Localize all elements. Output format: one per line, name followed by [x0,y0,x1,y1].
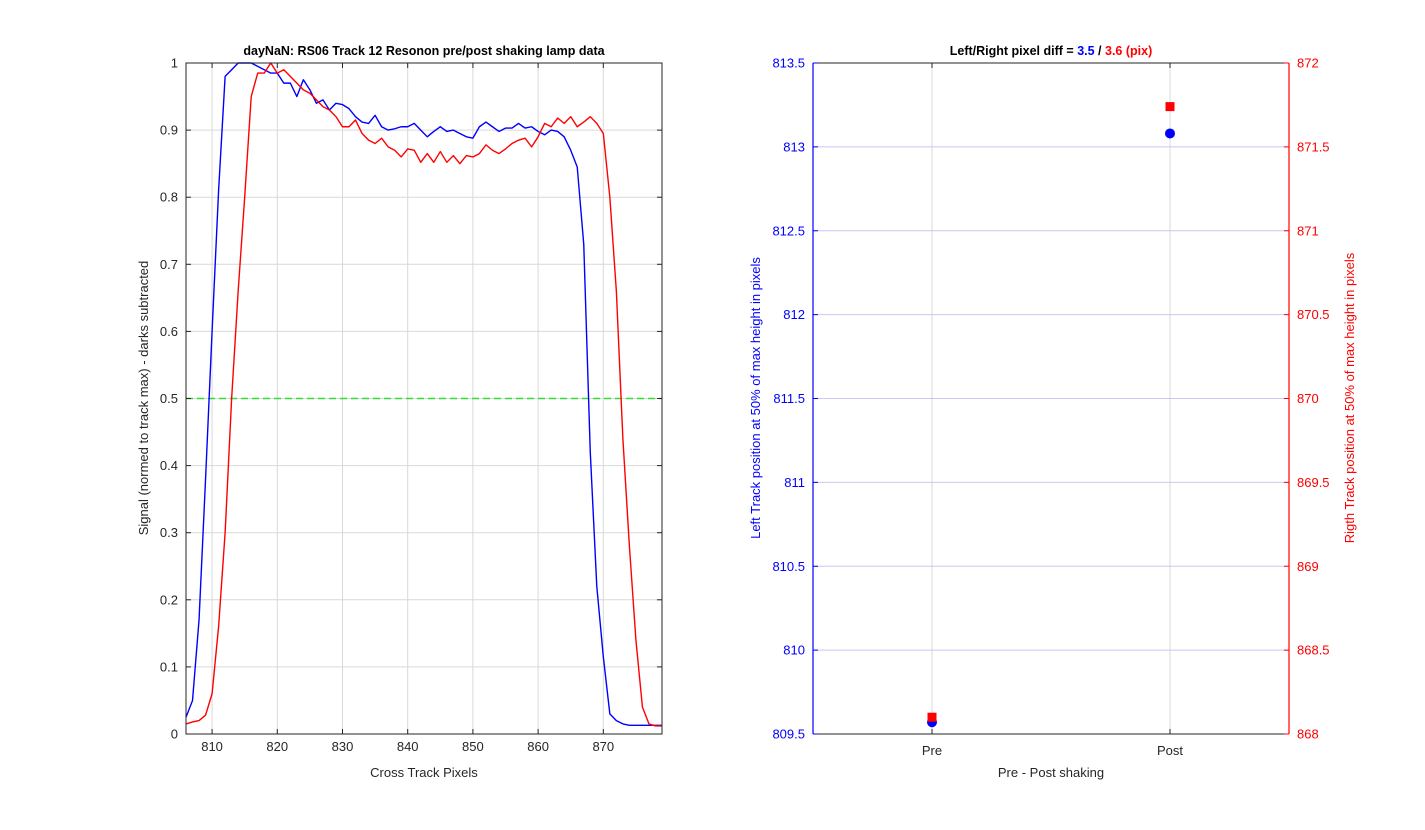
right-left-y-tick-label: 813 [783,139,805,154]
left-chart-title: dayNaN: RS06 Track 12 Resonon pre/post s… [243,44,605,58]
right-right-y-tick-label: 871 [1297,223,1319,238]
right-left-y-tick-label: 812 [783,307,805,322]
right-left-y-tick-label: 811.5 [773,391,805,406]
left-x-tick-label: 820 [266,739,288,754]
right-left-y-tick-label: 809.5 [772,727,805,742]
left-series-red-line [185,62,662,727]
right-left-y-tick-label: 812.5 [772,223,805,238]
left-x-tick-label: 810 [201,739,223,754]
right-tick-group: Pre Post 809.5 810 810.5 811 811.5 812 812.5 813 8… [772,56,1329,759]
left-y-axis-label: Signal (normed to track max) - darks sub… [136,261,151,536]
right-gridlines [813,63,1289,734]
right-right-marker-post [1165,102,1175,112]
left-y-tick-label: 0.3 [160,525,178,540]
left-y-tick-label: 0.2 [160,592,178,607]
right-right-y-axis-label: Rigth Track position at 50% of max heigh… [1342,252,1357,543]
left-x-tick-label: 850 [462,739,484,754]
right-title-separator: / [1095,44,1105,58]
right-x-axis-label: Pre - Post shaking [998,765,1104,780]
left-y-tick-label: 0.1 [160,659,178,674]
left-y-tick-label: 0.4 [160,458,178,473]
left-y-tick-label: 0.5 [160,391,178,406]
left-chart: 810 820 830 840 850 860 870 0 0.1 0.2 0.3 0.4 0.5 0.6… [136,44,663,780]
left-x-tick-label: 860 [527,739,549,754]
left-y-tick-label: 0 [171,727,178,742]
left-y-tick-label: 0.7 [160,257,178,272]
right-left-marker-post [1165,128,1175,139]
left-x-axis-label: Cross Track Pixels [370,765,478,780]
right-left-y-tick-label: 810.5 [772,559,805,574]
left-y-tick-label: 0.6 [160,324,178,339]
left-x-tick-label: 840 [397,739,419,754]
right-right-y-tick-label: 868.5 [1297,643,1330,658]
right-chart: Pre Post 809.5 810 810.5 811 811.5 812 812.5 813 8… [748,44,1357,780]
right-markers-group [927,102,1175,728]
left-x-tick-label: 830 [332,739,354,754]
right-right-y-tick-label: 869.5 [1297,475,1330,490]
left-y-tick-label: 0.8 [160,190,178,205]
right-right-marker-pre [927,712,937,722]
right-right-y-tick-label: 870.5 [1297,307,1330,322]
right-x-tick-label-post: Post [1157,743,1183,758]
right-left-y-axis-label: Left Track position at 50% of max height… [748,257,763,539]
right-title-left-diff: 3.5 [1077,44,1094,58]
right-left-y-tick-label: 813.5 [772,56,805,71]
right-chart-title: Left/Right pixel diff = 3.5 / 3.6 (pix) [950,44,1153,58]
right-title-right-diff: 3.6 (pix) [1105,44,1152,58]
right-title-prefix: Left/Right pixel diff = [950,44,1077,58]
right-right-y-tick-label: 870 [1297,391,1319,406]
left-series-group [185,62,662,727]
right-right-y-tick-label: 872 [1297,56,1319,71]
right-right-y-tick-label: 871.5 [1297,139,1330,154]
right-right-y-tick-label: 869 [1297,559,1319,574]
right-left-y-tick-label: 811 [784,475,805,490]
right-left-y-tick-label: 810 [783,643,805,658]
left-y-tick-label: 0.9 [160,123,178,138]
left-tick-group: 810 820 830 840 850 860 870 0 0.1 0.2 0.3 0.4 0.5 0.6… [160,56,662,754]
left-y-tick-label: 1 [171,56,178,71]
left-x-tick-label: 870 [592,739,614,754]
right-right-y-tick-label: 868 [1297,727,1319,742]
right-x-tick-label-pre: Pre [922,743,942,758]
